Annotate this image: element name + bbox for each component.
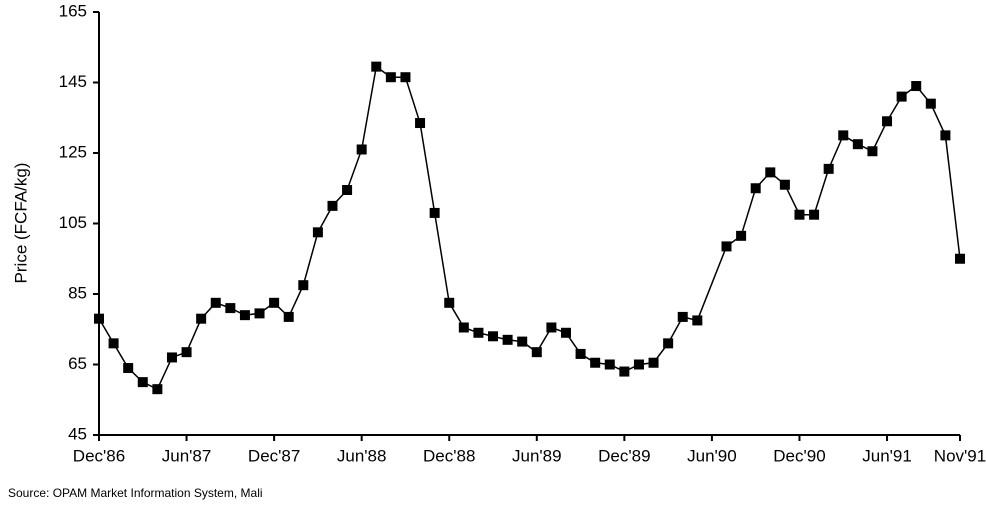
data-point [604, 359, 615, 370]
data-point [181, 347, 192, 358]
x-tick-label: Jun'90 [687, 446, 737, 465]
data-point [925, 98, 936, 109]
x-tick-label: Dec'88 [423, 446, 475, 465]
data-point [648, 357, 659, 368]
data-point [590, 357, 601, 368]
y-tick-label: 145 [59, 72, 87, 91]
data-point [721, 241, 732, 252]
data-point [356, 144, 367, 155]
y-tick-label: 85 [68, 283, 87, 302]
data-point [225, 303, 236, 314]
data-point [400, 72, 411, 83]
data-point [371, 61, 382, 72]
data-point [633, 359, 644, 370]
data-point [619, 366, 630, 377]
data-point [123, 363, 134, 374]
source-note: Source: OPAM Market Information System, … [8, 486, 263, 500]
data-point [736, 230, 747, 241]
data-point [429, 207, 440, 218]
data-point [809, 209, 820, 220]
data-point [283, 311, 294, 322]
data-point [385, 72, 396, 83]
data-point [444, 297, 455, 308]
y-tick-label: 45 [68, 424, 87, 443]
data-point [312, 227, 323, 238]
data-point [867, 146, 878, 157]
data-point [575, 348, 586, 359]
data-point [911, 81, 922, 92]
data-point [955, 253, 965, 264]
data-point [269, 297, 280, 308]
x-tick-label: Jun'89 [512, 446, 562, 465]
y-tick-label: 105 [59, 213, 87, 232]
data-point [546, 322, 557, 333]
data-point [166, 352, 177, 363]
x-tick-label: Dec'87 [248, 446, 300, 465]
data-point [779, 179, 790, 190]
y-tick-label: 165 [59, 1, 87, 20]
data-point [663, 338, 674, 349]
y-axis-label: Price (FCFA/kg) [11, 163, 30, 284]
data-point [852, 139, 863, 150]
data-point [531, 347, 542, 358]
x-tick-label: Jun'91 [862, 446, 912, 465]
y-tick-label: 125 [59, 142, 87, 161]
data-point [692, 315, 703, 326]
data-point [196, 313, 207, 324]
y-tick-label: 65 [68, 354, 87, 373]
data-point [342, 185, 353, 196]
data-point [298, 280, 309, 291]
data-point [560, 327, 571, 338]
data-point [502, 334, 513, 345]
data-point [488, 331, 499, 342]
data-point [882, 116, 893, 127]
data-point [473, 327, 484, 338]
data-point [794, 209, 805, 220]
data-point [239, 310, 250, 321]
data-point [210, 297, 221, 308]
x-tick-label: Dec'90 [773, 446, 825, 465]
data-point [152, 384, 163, 395]
data-point [108, 338, 119, 349]
data-point [517, 336, 528, 347]
x-tick-label: Nov'91 [934, 446, 986, 465]
x-tick-label: Jun'87 [162, 446, 212, 465]
data-point [415, 118, 426, 129]
data-point [896, 91, 907, 102]
data-point [750, 183, 761, 194]
data-point [137, 377, 148, 388]
data-point [677, 311, 688, 322]
price-line [98, 65, 961, 391]
data-point [823, 163, 834, 174]
data-point [94, 313, 104, 324]
data-point [838, 130, 849, 141]
data-point [765, 167, 776, 178]
x-tick-label: Jun'88 [337, 446, 387, 465]
data-point [458, 322, 469, 333]
data-point [254, 308, 265, 319]
data-point [940, 130, 951, 141]
data-point [327, 200, 338, 211]
x-tick-label: Dec'86 [73, 446, 125, 465]
x-tick-label: Dec'89 [598, 446, 650, 465]
